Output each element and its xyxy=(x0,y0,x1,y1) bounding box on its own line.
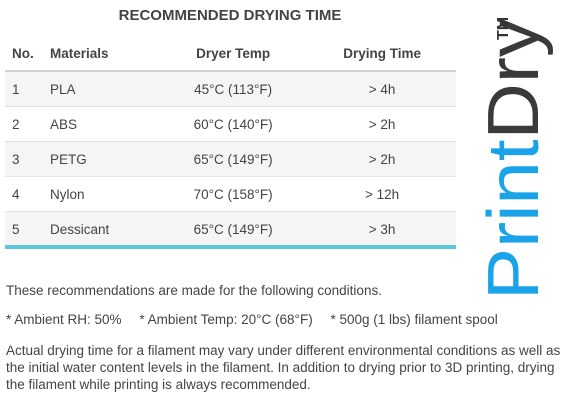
cell-material: ABS xyxy=(50,106,158,142)
table-header-row: No. Materials Dryer Temp Drying Time xyxy=(5,36,456,72)
cell-time: > 2h xyxy=(308,141,456,177)
condition-ambient-temp: * Ambient Temp: 20°C (68°F) xyxy=(139,312,313,327)
printdry-logo-graphic: PrintDry TM xyxy=(474,17,554,300)
logo-trademark: TM xyxy=(495,17,512,40)
cell-no: 2 xyxy=(5,106,50,142)
cell-temp: 60°C (140°F) xyxy=(158,106,309,142)
table-row: 5 Dessicant 65°C (149°F) > 3h xyxy=(5,211,456,246)
cell-material: Dessicant xyxy=(50,211,158,246)
cell-temp: 70°C (158°F) xyxy=(158,176,309,212)
cell-time: > 4h xyxy=(308,70,456,107)
cell-no: 1 xyxy=(5,70,50,107)
printdry-logo: PrintDry TM xyxy=(458,8,578,308)
cell-time: > 12h xyxy=(308,176,456,212)
table-row: 3 PETG 65°C (149°F) > 2h xyxy=(5,141,456,177)
cell-no: 5 xyxy=(5,211,50,246)
condition-ambient-rh: * Ambient RH: 50% xyxy=(6,312,122,327)
cell-material: PLA xyxy=(50,70,158,107)
conditions-intro: These recommendations are made for the f… xyxy=(6,283,382,298)
drying-time-table: No. Materials Dryer Temp Drying Time 1 P… xyxy=(5,36,456,246)
cell-temp: 65°C (149°F) xyxy=(158,141,309,177)
table-row: 1 PLA 45°C (113°F) > 4h xyxy=(5,70,456,107)
cell-no: 4 xyxy=(5,176,50,212)
cell-temp: 45°C (113°F) xyxy=(158,70,309,107)
cell-material: Nylon xyxy=(50,176,158,212)
cell-time: > 3h xyxy=(308,211,456,246)
table-row: 4 Nylon 70°C (158°F) > 12h xyxy=(5,176,456,212)
table-row: 2 ABS 60°C (140°F) > 2h xyxy=(5,106,456,142)
header-materials: Materials xyxy=(50,36,158,72)
cell-temp: 65°C (149°F) xyxy=(158,211,309,246)
header-drying-time: Drying Time xyxy=(308,36,456,72)
drying-note: Actual drying time for a filament may va… xyxy=(6,343,561,392)
logo-wordmark: PrintDry xyxy=(474,18,554,300)
cell-no: 3 xyxy=(5,141,50,177)
header-no: No. xyxy=(5,36,50,72)
page-title: RECOMMENDED DRYING TIME xyxy=(118,7,342,24)
table-bottom-accent-bar xyxy=(5,245,456,249)
conditions-list: * Ambient RH: 50% * Ambient Temp: 20°C (… xyxy=(6,311,512,328)
logo-word-dry: Dry xyxy=(474,18,554,139)
condition-spool-size: * 500g (1 lbs) filament spool xyxy=(330,312,498,327)
logo-word-print: Print xyxy=(474,139,554,300)
cell-material: PETG xyxy=(50,141,158,177)
cell-time: > 2h xyxy=(308,106,456,142)
header-dryer-temp: Dryer Temp xyxy=(158,36,309,72)
